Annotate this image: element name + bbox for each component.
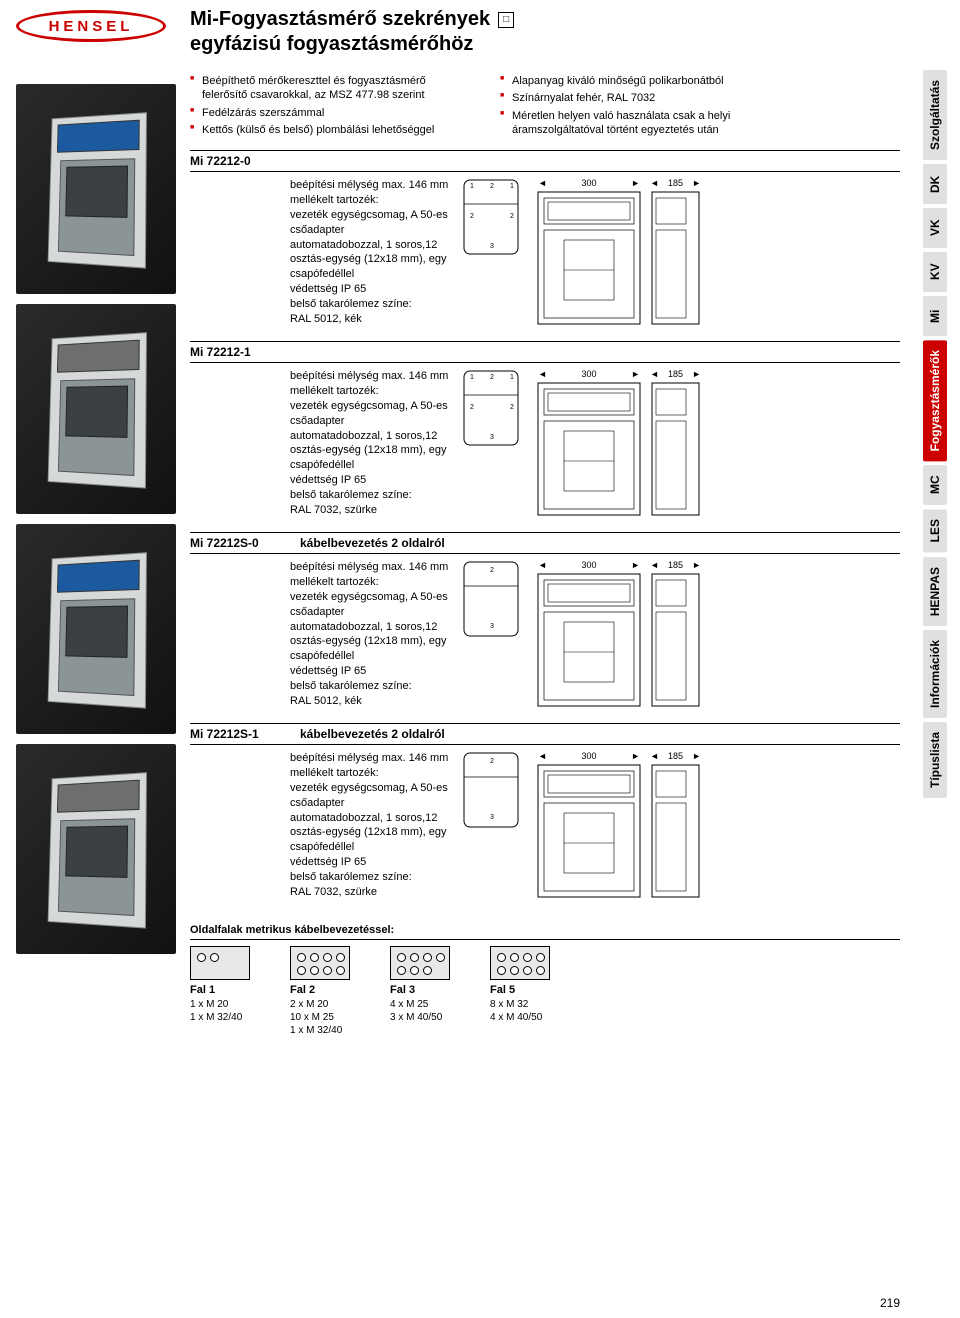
side-tab[interactable]: Információk xyxy=(923,630,947,718)
footer-walls: Oldalfalak metrikus kábelbevezetéssel: F… xyxy=(190,924,900,1037)
intro-item: Fedélzárás szerszámmal xyxy=(190,106,470,120)
svg-text:2: 2 xyxy=(510,213,514,220)
wall-icon xyxy=(190,946,250,980)
intro-item: Alapanyag kiváló minőségű polikarbonátbó… xyxy=(500,74,780,88)
svg-text:2: 2 xyxy=(510,404,514,411)
product-label: kábelbevezetés 2 oldalról xyxy=(300,536,445,550)
page-title: Mi-Fogyasztásmérő szekrények □ xyxy=(190,8,900,31)
wall-item: Fal 3 4 x M 253 x M 40/50 xyxy=(390,946,470,1037)
side-tabs: Szolgáltatás DKVKKVMi Fogyasztásmérők MC LES… xyxy=(910,0,960,1318)
svg-text:2: 2 xyxy=(490,183,494,190)
side-tab[interactable]: VK xyxy=(923,208,947,248)
product-photo xyxy=(16,524,176,734)
brand-logo: HENSEL xyxy=(16,10,166,42)
intro-item: Beépíthető mérőkereszttel és fogyasztásm… xyxy=(190,74,470,103)
product-block: Mi 72212S-1 kábelbevezetés 2 oldalról be… xyxy=(190,723,900,904)
wall-item: Fal 1 1 x M 201 x M 32/40 xyxy=(190,946,270,1037)
front-diagram: ◄ 450 ► xyxy=(534,379,644,519)
svg-text:2: 2 xyxy=(490,758,494,765)
page-subtitle: egyfázisú fogyasztásmérőhöz xyxy=(190,33,900,56)
page-number: 219 xyxy=(880,1296,900,1310)
svg-text:3: 3 xyxy=(490,623,494,630)
side-tab[interactable]: Fogyasztásmérők xyxy=(923,340,947,461)
svg-text:1: 1 xyxy=(510,374,514,381)
wall-item: Fal 2 2 x M 2010 x M 251 x M 32/40 xyxy=(290,946,370,1037)
side-tab[interactable]: Szolgáltatás xyxy=(923,70,947,160)
side-diagram xyxy=(648,379,703,519)
front-diagram: ◄ 450 ► xyxy=(534,188,644,328)
wall-name: Fal 5 xyxy=(490,984,570,996)
intro-left-list: Beépíthető mérőkereszttel és fogyasztásm… xyxy=(190,74,470,140)
outline-diagram: 2 3 xyxy=(462,751,520,829)
wall-item: Fal 5 8 x M 324 x M 40/50 xyxy=(490,946,570,1037)
intro-right-list: Alapanyag kiváló minőségű polikarbonátbó… xyxy=(500,74,780,140)
product-code: Mi 72212-1 xyxy=(190,345,290,359)
product-block: Mi 72212S-0 kábelbevezetés 2 oldalról be… xyxy=(190,532,900,713)
side-tab[interactable]: KV xyxy=(923,252,947,292)
intro-item: Kettős (külső és belső) plombálási lehet… xyxy=(190,123,470,137)
side-diagram xyxy=(648,570,703,710)
left-column: HENSEL xyxy=(0,0,180,1318)
side-tab[interactable]: LES xyxy=(923,509,947,552)
svg-text:1: 1 xyxy=(470,374,474,381)
product-code: Mi 72212-0 xyxy=(190,154,290,168)
intro-item: Méretlen helyen való használata csak a h… xyxy=(500,109,780,138)
wall-lines: 1 x M 201 x M 32/40 xyxy=(190,998,270,1024)
product-photo xyxy=(16,304,176,514)
title-icon: □ xyxy=(498,12,514,28)
wall-lines: 4 x M 253 x M 40/50 xyxy=(390,998,470,1024)
side-tab[interactable]: HENPAS xyxy=(923,557,947,626)
wall-lines: 2 x M 2010 x M 251 x M 32/40 xyxy=(290,998,370,1037)
product-description: beépítési mélység max. 146 mmmellékelt t… xyxy=(190,560,450,713)
product-photo xyxy=(16,84,176,294)
product-label: kábelbevezetés 2 oldalról xyxy=(300,727,445,741)
wall-lines: 8 x M 324 x M 40/50 xyxy=(490,998,570,1024)
wall-icon xyxy=(290,946,350,980)
wall-icon xyxy=(390,946,450,980)
side-tab[interactable]: Típuslista xyxy=(923,722,947,798)
outline-diagram: 1 2 1 2 2 3 xyxy=(462,178,520,256)
front-diagram: ◄ 450 ► xyxy=(534,761,644,901)
outline-diagram: 1 2 1 2 2 3 xyxy=(462,369,520,447)
svg-text:1: 1 xyxy=(510,183,514,190)
svg-text:3: 3 xyxy=(490,243,494,250)
svg-text:2: 2 xyxy=(470,404,474,411)
product-description: beépítési mélység max. 146 mmmellékelt t… xyxy=(190,751,450,904)
side-tab[interactable]: DK xyxy=(923,164,947,204)
footer-title: Oldalfalak metrikus kábelbevezetéssel: xyxy=(190,924,900,940)
svg-text:1: 1 xyxy=(470,183,474,190)
outline-diagram: 2 3 xyxy=(462,560,520,638)
product-description: beépítési mélység max. 146 mmmellékelt t… xyxy=(190,178,450,331)
wall-name: Fal 1 xyxy=(190,984,270,996)
content-column: Mi-Fogyasztásmérő szekrények □ egyfázisú… xyxy=(180,0,910,1318)
svg-text:3: 3 xyxy=(490,814,494,821)
side-diagram xyxy=(648,761,703,901)
title-text: Mi-Fogyasztásmérő szekrények xyxy=(190,8,490,31)
svg-text:2: 2 xyxy=(490,567,494,574)
svg-text:2: 2 xyxy=(490,374,494,381)
wall-icon xyxy=(490,946,550,980)
product-code: Mi 72212S-1 xyxy=(190,727,290,741)
product-block: Mi 72212-1 beépítési mélység max. 146 mm… xyxy=(190,341,900,522)
front-diagram: ◄ 450 ► xyxy=(534,570,644,710)
side-diagram xyxy=(648,188,703,328)
product-code: Mi 72212S-0 xyxy=(190,536,290,550)
intro-block: Beépíthető mérőkereszttel és fogyasztásm… xyxy=(190,74,900,140)
intro-item: Színárnyalat fehér, RAL 7032 xyxy=(500,91,780,105)
product-description: beépítési mélység max. 146 mmmellékelt t… xyxy=(190,369,450,522)
product-photo xyxy=(16,744,176,954)
side-tab[interactable]: Mi xyxy=(923,296,947,336)
product-block: Mi 72212-0 beépítési mélység max. 146 mm… xyxy=(190,150,900,331)
svg-text:2: 2 xyxy=(470,213,474,220)
svg-text:3: 3 xyxy=(490,434,494,441)
wall-name: Fal 3 xyxy=(390,984,470,996)
side-tab[interactable]: MC xyxy=(923,465,947,505)
wall-name: Fal 2 xyxy=(290,984,370,996)
